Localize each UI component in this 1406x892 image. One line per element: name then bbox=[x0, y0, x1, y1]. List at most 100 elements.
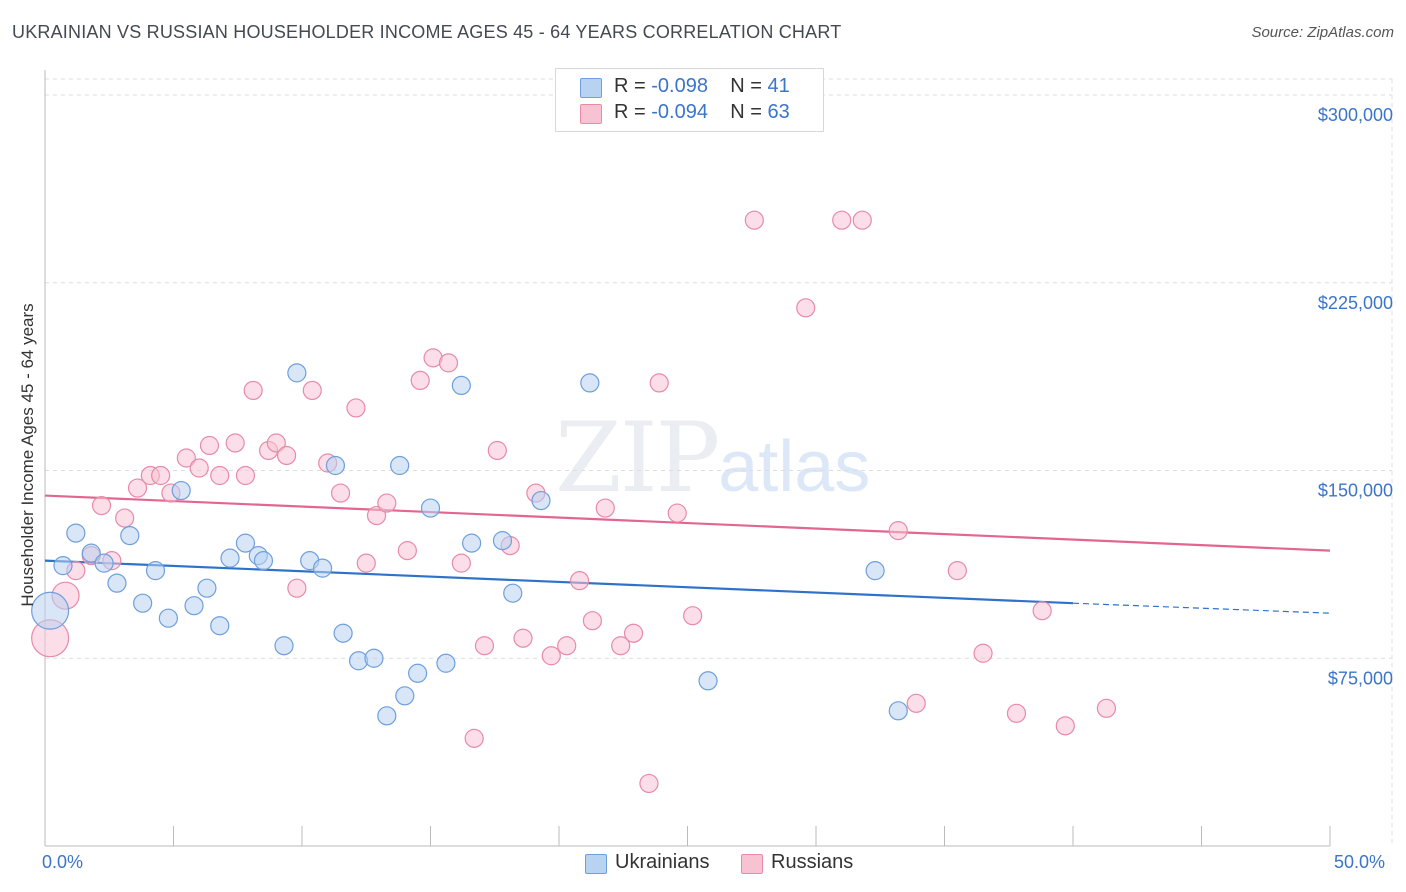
russians-point bbox=[115, 508, 135, 528]
russians-point bbox=[366, 505, 387, 526]
ukrainians-point bbox=[220, 548, 240, 568]
ukrainians-point bbox=[390, 455, 410, 476]
russians-point bbox=[1032, 601, 1052, 621]
ukrainians-point bbox=[184, 596, 204, 616]
russians-point bbox=[266, 433, 286, 453]
russians-point bbox=[569, 571, 590, 591]
russians-point bbox=[225, 433, 245, 453]
ukrainians-point bbox=[325, 455, 346, 476]
russians-point bbox=[541, 646, 561, 666]
bottom-legend-label-ukrainians: Ukrainians bbox=[615, 851, 710, 873]
ukrainians-point bbox=[395, 686, 415, 706]
ukrainians-point bbox=[364, 648, 384, 668]
russians-point bbox=[377, 493, 397, 513]
x-tick-label-max: 50.0% bbox=[1334, 852, 1386, 872]
x-tick-label-min: 0.0% bbox=[42, 852, 84, 872]
russians-point bbox=[683, 606, 703, 626]
russians-point bbox=[474, 636, 495, 656]
russians-point bbox=[410, 370, 430, 390]
ukrainians-trend-line-extension bbox=[1072, 602, 1331, 614]
russians-point bbox=[639, 773, 659, 794]
ukrainians-point bbox=[312, 558, 333, 578]
legend-n-label: N = bbox=[730, 75, 768, 97]
ukrainians-point bbox=[81, 543, 101, 563]
russians-point bbox=[667, 503, 687, 523]
ukrainians-point bbox=[66, 523, 86, 543]
russians-point bbox=[744, 210, 764, 230]
russians-point bbox=[888, 520, 908, 541]
legend-r-label: R = bbox=[614, 101, 652, 123]
russians-point bbox=[649, 373, 669, 393]
russians-point bbox=[947, 561, 967, 581]
russians-points bbox=[31, 210, 1117, 794]
ukrainians-points bbox=[31, 363, 908, 726]
legend-text-ukrainians: R = -0.098 N = 41 bbox=[614, 75, 790, 98]
ukrainians-point bbox=[865, 561, 885, 581]
ukrainians-point bbox=[580, 373, 600, 393]
ukrainians-point bbox=[31, 591, 70, 630]
bottom-legend-swatch-russians bbox=[741, 854, 763, 874]
ukrainians-point bbox=[420, 498, 441, 518]
ukrainians-point bbox=[462, 533, 482, 553]
ukrainians-point bbox=[197, 578, 217, 598]
ukrainians-point bbox=[94, 553, 114, 573]
y-tick-label: $225,000 bbox=[1318, 293, 1393, 313]
russians-point bbox=[330, 483, 351, 503]
y-axis-title: Householder Income Ages 45 - 64 years bbox=[18, 303, 37, 607]
russians-point bbox=[210, 465, 230, 486]
ukrainians-point bbox=[274, 636, 294, 656]
ukrainians-point bbox=[133, 593, 153, 613]
russians-point bbox=[356, 553, 376, 573]
russians-point bbox=[276, 445, 297, 466]
legend-n-value-ukrainians: 41 bbox=[767, 75, 790, 97]
y-tick-label: $300,000 bbox=[1318, 105, 1393, 125]
bottom-legend-label-russians: Russians bbox=[771, 851, 854, 873]
ukrainians-point bbox=[503, 583, 523, 603]
ukrainians-point bbox=[287, 363, 307, 383]
axes bbox=[44, 70, 1331, 847]
russians-point bbox=[557, 636, 577, 656]
legend-text-russians: R = -0.094 N = 63 bbox=[614, 101, 790, 124]
russians-point bbox=[199, 435, 220, 456]
y-tick-label: $150,000 bbox=[1318, 481, 1393, 501]
ukrainians-point bbox=[210, 616, 230, 636]
russians-point bbox=[1096, 698, 1117, 718]
grid-lines bbox=[45, 78, 1393, 846]
russians-point bbox=[464, 728, 484, 748]
ukrainians-point bbox=[107, 573, 127, 593]
russians-point bbox=[832, 210, 852, 230]
legend-r-value-ukrainians: -0.098 bbox=[651, 75, 708, 97]
ukrainians-point bbox=[451, 375, 471, 396]
russians-point bbox=[235, 465, 256, 486]
y-tick-label: $75,000 bbox=[1328, 668, 1393, 688]
russians-point bbox=[906, 693, 926, 713]
ukrainians-point bbox=[436, 653, 456, 673]
ukrainians-point bbox=[145, 561, 166, 581]
russians-point bbox=[243, 380, 263, 401]
russians-point bbox=[611, 636, 631, 656]
russians-point bbox=[438, 353, 459, 373]
russians-point bbox=[451, 553, 471, 573]
legend-n-label: N = bbox=[730, 101, 768, 123]
ukrainians-point bbox=[158, 608, 178, 628]
legend-r-label: R = bbox=[614, 75, 652, 97]
russians-point bbox=[346, 398, 366, 418]
ukrainians-point bbox=[53, 556, 73, 576]
russians-point bbox=[1055, 716, 1075, 736]
russians-point bbox=[582, 611, 603, 631]
trend-lines bbox=[44, 494, 1331, 614]
ukrainians-point bbox=[531, 490, 551, 511]
russians-point bbox=[487, 440, 507, 461]
ukrainians-point bbox=[408, 663, 428, 683]
correlation-legend: R = -0.098 N = 41 R = -0.094 N = 63 bbox=[555, 68, 824, 132]
ukrainians-point bbox=[888, 701, 908, 721]
russians-point bbox=[973, 643, 993, 663]
ukrainians-point bbox=[377, 706, 397, 726]
zipatlas-watermark: ZIPatlas bbox=[555, 402, 870, 514]
russians-point bbox=[623, 623, 644, 643]
ukrainians-point bbox=[492, 531, 513, 551]
russians-point bbox=[302, 380, 322, 401]
ukrainians-point bbox=[698, 671, 718, 691]
legend-swatch-ukrainians bbox=[580, 78, 602, 98]
